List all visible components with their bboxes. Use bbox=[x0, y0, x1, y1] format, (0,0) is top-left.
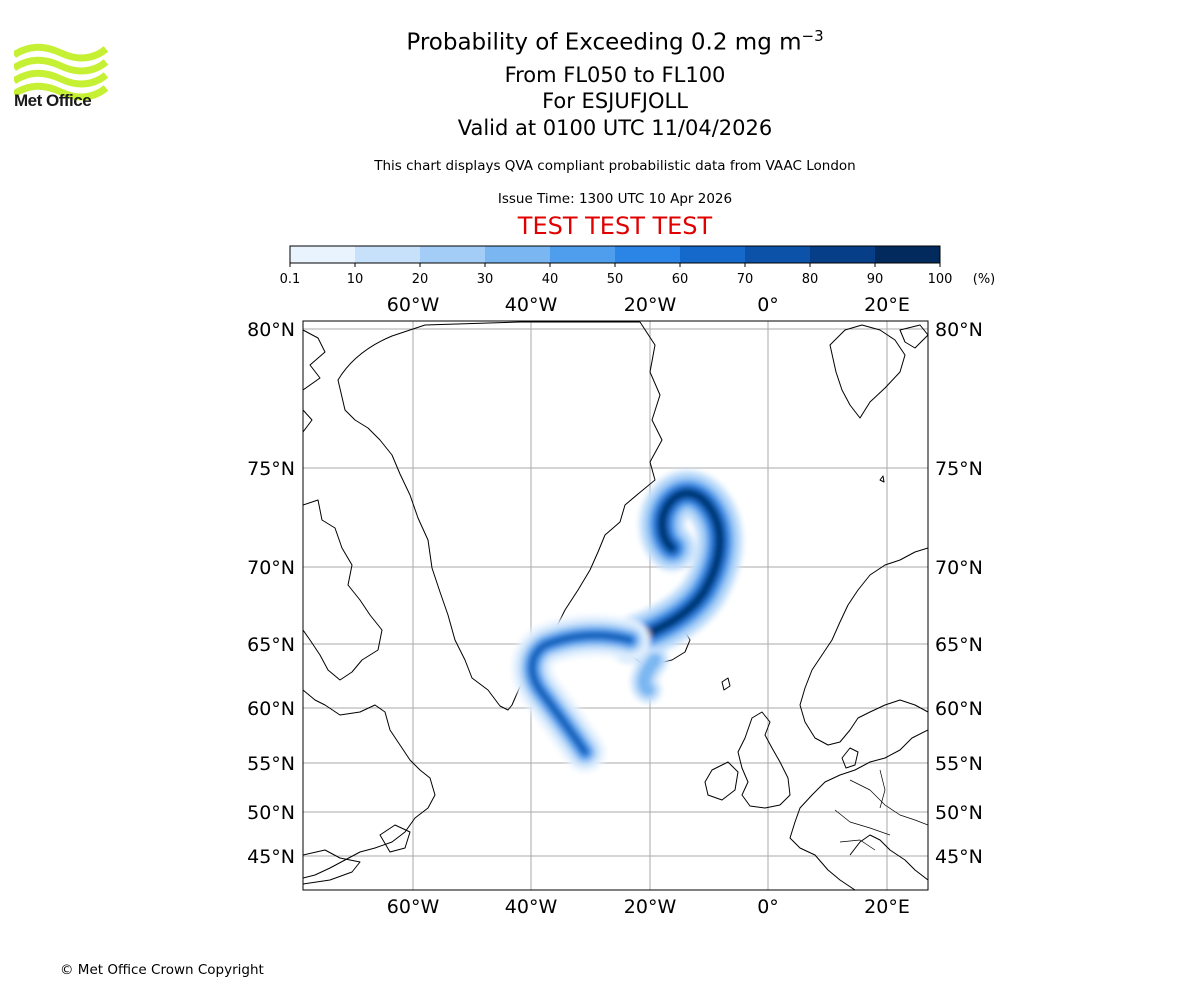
denmark-coastline bbox=[841, 747, 859, 769]
great-britain-coastline bbox=[737, 711, 791, 809]
colorbar-unit: (%) bbox=[973, 272, 996, 287]
colorbar-tick-label: 80 bbox=[802, 272, 819, 287]
latitude-label-right: 70°N bbox=[935, 557, 983, 579]
longitude-label-bottom: 0° bbox=[757, 896, 779, 918]
colorbar-tick-label: 10 bbox=[347, 272, 364, 287]
colorbar-tick-label: 60 bbox=[672, 272, 689, 287]
chart-title: Probability of Exceeding 0.2 mg m−3 bbox=[315, 27, 915, 56]
test-banner: TEST TEST TEST bbox=[517, 212, 713, 240]
colorbar-tick-label: 0.1 bbox=[280, 272, 301, 287]
issue-time: Issue Time: 1300 UTC 10 Apr 2026 bbox=[497, 191, 733, 207]
flight-level-range: From FL050 to FL100 bbox=[504, 63, 726, 87]
logo-wave bbox=[14, 69, 109, 88]
latitude-label-right: 55°N bbox=[935, 753, 983, 775]
greenland-coastline bbox=[337, 321, 663, 711]
chart-title-text: Probability of Exceeding 0.2 mg m bbox=[406, 29, 802, 56]
latitude-label-right: 65°N bbox=[935, 634, 983, 656]
colorbar-tick-label: 40 bbox=[542, 272, 559, 287]
logo-wave bbox=[14, 43, 109, 62]
colorbar-segment bbox=[615, 246, 681, 263]
longitude-label-top: 60°W bbox=[387, 294, 440, 316]
jan-mayen-coastline bbox=[879, 475, 885, 483]
logo-wave bbox=[14, 82, 109, 101]
colorbar-tick-label: 70 bbox=[737, 272, 754, 287]
met-office-wordmark: Met Office bbox=[14, 91, 92, 110]
colorbar-segment bbox=[420, 246, 486, 263]
logo-wave bbox=[14, 56, 109, 75]
longitude-label-top: 40°W bbox=[505, 294, 558, 316]
colorbar-segment bbox=[745, 246, 811, 263]
longitude-label-bottom: 20°W bbox=[624, 896, 677, 918]
ash-probability-plume bbox=[512, 470, 743, 772]
plume-arc-band bbox=[628, 491, 722, 642]
map-background bbox=[303, 321, 928, 890]
map-frame bbox=[302, 320, 929, 891]
scandinavia-coastline bbox=[799, 547, 928, 746]
svalbard-coastline bbox=[829, 324, 906, 419]
colorbar-segment bbox=[550, 246, 616, 263]
colorbar-tick-label: 30 bbox=[477, 272, 494, 287]
colorbar-tick-label: 100 bbox=[928, 272, 953, 287]
svalbard-east-coastline bbox=[899, 324, 928, 349]
colorbar-segment bbox=[485, 246, 551, 263]
volcano-name: For ESJUFJOLL bbox=[542, 89, 688, 113]
valid-time: Valid at 0100 UTC 11/04/2026 bbox=[457, 116, 773, 140]
latitude-label-right: 75°N bbox=[935, 458, 983, 480]
copyright-notice: © Met Office Crown Copyright bbox=[60, 962, 264, 978]
latitude-label-left: 75°N bbox=[247, 458, 295, 480]
faroe-islands-coastline bbox=[721, 677, 731, 691]
axis-labels: 60°W 60°W 40°W 40°W 20°W 20°W 0° 0° 20°E 20°E 80°N… bbox=[247, 294, 983, 918]
latitude-label-left: 45°N bbox=[247, 846, 295, 868]
newfoundland-coastline bbox=[379, 824, 411, 853]
latitude-label-left: 60°N bbox=[247, 698, 295, 720]
latitude-label-left: 65°N bbox=[247, 634, 295, 656]
latitude-label-left: 55°N bbox=[247, 753, 295, 775]
gridlines bbox=[303, 321, 928, 890]
colorbar-tick-label: 90 bbox=[867, 272, 884, 287]
latitude-label-right: 80°N bbox=[935, 319, 983, 341]
arctic-islands-coastline bbox=[303, 329, 326, 433]
labrador-coastline bbox=[303, 689, 436, 879]
longitude-label-top: 20°W bbox=[624, 294, 677, 316]
latitude-label-left: 80°N bbox=[247, 319, 295, 341]
longitude-label-top: 20°E bbox=[864, 294, 910, 316]
longitude-label-bottom: 40°W bbox=[505, 896, 558, 918]
latitude-label-right: 60°N bbox=[935, 698, 983, 720]
met-office-logo bbox=[14, 43, 109, 101]
country-borders bbox=[834, 769, 928, 851]
longitude-label-top: 0° bbox=[757, 294, 779, 316]
map-area bbox=[303, 321, 928, 890]
latitude-label-right: 45°N bbox=[935, 846, 983, 868]
colorbar-segment bbox=[810, 246, 876, 263]
coastlines bbox=[303, 321, 928, 890]
canada-south-coastline bbox=[303, 849, 361, 885]
colorbar-tick-label: 20 bbox=[412, 272, 429, 287]
baffin-island-coastline bbox=[303, 499, 383, 681]
logo-waves bbox=[14, 43, 109, 101]
colorbar-segment bbox=[355, 246, 421, 263]
latitude-label-left: 70°N bbox=[247, 557, 295, 579]
colorbar: 0.1 10 20 30 40 50 60 70 80 90 100 (%) bbox=[280, 245, 996, 287]
chart-title-exponent: −3 bbox=[801, 27, 824, 45]
plume-tail-band bbox=[637, 653, 662, 697]
colorbar-segment bbox=[290, 246, 356, 263]
colorbar-segment bbox=[875, 246, 941, 263]
chart-description: This chart displays QVA compliant probab… bbox=[374, 158, 856, 174]
latitude-label-left: 50°N bbox=[247, 802, 295, 824]
plume-west-band bbox=[529, 632, 633, 755]
longitude-label-bottom: 20°E bbox=[864, 896, 910, 918]
latitude-label-right: 50°N bbox=[935, 802, 983, 824]
colorbar-tick-label: 50 bbox=[607, 272, 624, 287]
colorbar-segment bbox=[680, 246, 746, 263]
ireland-coastline bbox=[704, 761, 739, 801]
longitude-label-bottom: 60°W bbox=[387, 896, 440, 918]
